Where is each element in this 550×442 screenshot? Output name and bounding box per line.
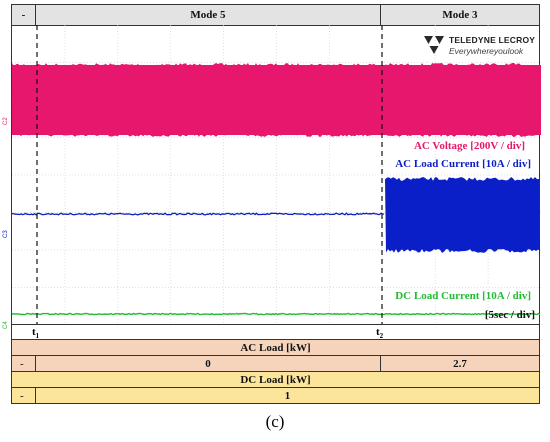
channel-c3-tag: C3: [3, 230, 9, 238]
ac-load-current-trace: [12, 177, 540, 253]
figure-caption: (c): [265, 412, 285, 431]
ac-current-label: AC Load Current [10A / div]: [395, 158, 531, 170]
scope-frame: C2 C3 C4 TELEDYNE LECROY Everywhereyoulo…: [3, 25, 541, 329]
mode-3-header: Mode 3: [380, 4, 540, 26]
channel-c2-tag: C2: [3, 117, 9, 125]
marker-t1-label: t1: [32, 326, 40, 341]
mode-5-header: Mode 5: [35, 4, 381, 26]
ac-load-title: AC Load [kW]: [11, 339, 540, 356]
dc-current-label: DC Load Current [10A / div]: [395, 290, 531, 302]
ac-load-dash: -: [11, 355, 36, 372]
dc-load-current-trace: [12, 312, 541, 316]
dc-load-dash: -: [11, 387, 36, 404]
teledyne-logo-icon: [424, 36, 444, 54]
ac-current-load-band: [385, 177, 540, 253]
ac-voltage-label: AC Voltage [200V / div]: [413, 140, 525, 152]
ac-current-idle-line: [12, 212, 385, 216]
ac-load-value-mode5: 0: [35, 355, 381, 372]
channel-c4-tag: C4: [3, 321, 9, 329]
logo-tagline: Everywhereyoulook: [449, 46, 524, 56]
teledyne-logo: TELEDYNE LECROY Everywhereyoulook: [422, 32, 538, 62]
dc-load-value: 1: [35, 387, 540, 404]
marker-t2-label: t2: [376, 326, 384, 341]
ac-voltage-envelope: [12, 63, 541, 137]
logo-brand: TELEDYNE LECROY: [449, 35, 536, 45]
ac-load-value-mode3: 2.7: [380, 355, 540, 372]
marker-row: t1 t2: [11, 324, 540, 340]
dc-current-line: [12, 312, 541, 316]
ac-voltage-trace: [12, 63, 541, 137]
mode-bar-dash: -: [11, 4, 36, 26]
time-scale-label: [5sec / div]: [484, 309, 535, 321]
dc-load-title: DC Load [kW]: [11, 371, 540, 388]
scope-plot: [12, 25, 541, 325]
